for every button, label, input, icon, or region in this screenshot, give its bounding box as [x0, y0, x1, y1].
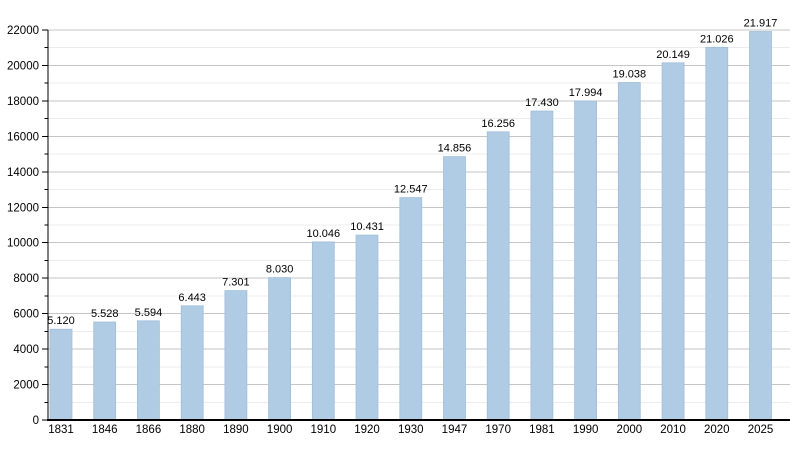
bar-value-label: 5.594	[135, 307, 163, 319]
y-tick-label: 6000	[13, 309, 39, 321]
x-tick-label: 2010	[660, 424, 686, 436]
bar	[705, 46, 729, 421]
y-tick-label: 0	[33, 415, 39, 427]
y-tick-label: 22000	[7, 25, 39, 37]
y-tick-label: 8000	[13, 273, 39, 285]
y-tick-label: 10000	[7, 238, 39, 250]
bar	[486, 131, 510, 421]
bar	[749, 31, 772, 421]
bar-value-label: 5.120	[47, 315, 75, 327]
bar	[180, 305, 204, 421]
bar-value-label: 8.030	[266, 264, 294, 276]
x-tick-label: 1990	[573, 424, 599, 436]
bar	[530, 110, 554, 421]
x-tick-label: 1930	[398, 424, 424, 436]
bar-value-label: 5.528	[91, 308, 119, 320]
bar	[268, 277, 291, 421]
bar-value-label: 20.149	[656, 49, 690, 61]
bar-value-label: 7.301	[222, 277, 250, 289]
bar	[443, 156, 466, 421]
bar-value-label: 12.547	[394, 184, 428, 196]
bar	[49, 328, 73, 421]
y-tick-label: 14000	[7, 167, 39, 179]
y-tick-label: 20000	[7, 60, 39, 72]
y-tick-label: 2000	[13, 380, 39, 392]
bar	[311, 241, 335, 421]
bar-value-label: 21.917	[744, 17, 778, 29]
bar-value-label: 14.856	[438, 143, 472, 155]
bar-value-label: 21.026	[700, 33, 734, 45]
bar-value-label: 10.431	[350, 221, 384, 233]
x-tick-label: 1970	[485, 424, 511, 436]
bar	[224, 290, 248, 421]
y-tick-label: 16000	[7, 131, 39, 143]
x-tick-label: 1920	[354, 424, 380, 436]
bar	[355, 234, 379, 421]
bar	[617, 82, 641, 421]
bar	[574, 100, 597, 421]
x-tick-label: 1910	[311, 424, 337, 436]
bar	[661, 62, 685, 421]
x-tick-label: 1947	[442, 424, 468, 436]
x-tick-label: 2000	[617, 424, 643, 436]
bar-value-label: 10.046	[306, 228, 340, 240]
x-tick-label: 1831	[48, 424, 74, 436]
bar-value-label: 17.994	[569, 87, 603, 99]
x-tick-label: 1981	[529, 424, 555, 436]
bar-value-label: 17.430	[525, 97, 559, 109]
x-tick-label: 1880	[179, 424, 205, 436]
y-tick-label: 12000	[7, 202, 39, 214]
bar	[137, 320, 160, 421]
y-tick-label: 4000	[13, 344, 39, 356]
bar-value-label: 16.256	[481, 118, 515, 130]
bar-value-label: 19.038	[613, 69, 647, 81]
x-tick-label: 1890	[223, 424, 249, 436]
bar	[93, 321, 117, 421]
x-tick-label: 1866	[136, 424, 162, 436]
x-tick-label: 1846	[92, 424, 118, 436]
bar	[399, 197, 423, 421]
x-tick-label: 1900	[267, 424, 293, 436]
bar-value-label: 6.443	[178, 292, 206, 304]
x-tick-label: 2020	[704, 424, 730, 436]
x-tick-label: 2025	[748, 424, 774, 436]
y-tick-label: 18000	[7, 96, 39, 108]
